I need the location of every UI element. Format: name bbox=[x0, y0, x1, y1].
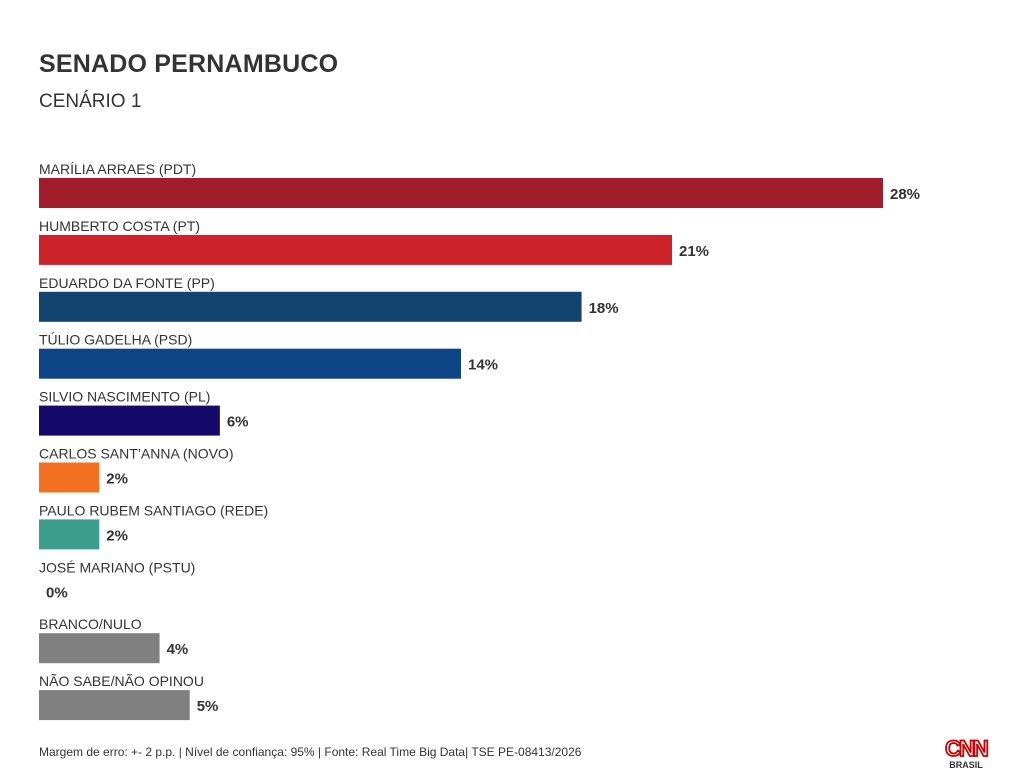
chart-subtitle: CENÁRIO 1 bbox=[39, 91, 142, 112]
footnote: Margem de erro: +- 2 p.p. | Nível de con… bbox=[39, 745, 582, 759]
cnn-brasil-logo: CNN BRASIL bbox=[944, 736, 991, 770]
category-label: NÃO SABE/NÃO OPINOU bbox=[39, 673, 204, 689]
value-label: 4% bbox=[167, 641, 189, 658]
bar bbox=[39, 348, 461, 379]
svg-text:BRASIL: BRASIL bbox=[949, 760, 983, 770]
chart-title: SENADO PERNAMBUCO bbox=[39, 50, 339, 78]
value-label: 21% bbox=[679, 243, 709, 260]
value-label: 2% bbox=[106, 471, 128, 488]
value-label: 18% bbox=[589, 300, 619, 317]
svg-text:CNN: CNN bbox=[945, 736, 988, 761]
value-label: 5% bbox=[197, 698, 219, 715]
value-label: 6% bbox=[227, 414, 249, 431]
category-label: JOSÉ MARIANO (PSTU) bbox=[39, 559, 195, 575]
category-label: EDUARDO DA FONTE (PP) bbox=[39, 275, 215, 291]
value-label: 2% bbox=[106, 527, 128, 544]
bar bbox=[39, 178, 883, 208]
category-label: BRANCO/NULO bbox=[39, 616, 142, 632]
category-label: SILVIO NASCIMENTO (PL) bbox=[39, 389, 210, 405]
bar bbox=[39, 462, 100, 493]
category-label: TÚLIO GADELHA (PSD) bbox=[39, 332, 192, 348]
category-label: PAULO RUBEM SANTIAGO (REDE) bbox=[39, 502, 268, 518]
value-label: 14% bbox=[468, 357, 498, 374]
bar bbox=[39, 405, 220, 436]
category-label: CARLOS SANT’ANNA (NOVO) bbox=[39, 446, 233, 462]
bar bbox=[39, 234, 672, 265]
bar bbox=[39, 633, 160, 664]
bar bbox=[39, 291, 582, 322]
bar bbox=[39, 690, 190, 721]
category-label: HUMBERTO COSTA (PT) bbox=[39, 218, 200, 234]
value-label: 28% bbox=[890, 186, 920, 203]
category-label: MARÍLIA ARRAES (PDT) bbox=[39, 161, 196, 177]
value-label: 0% bbox=[46, 584, 68, 601]
bar bbox=[39, 519, 100, 550]
